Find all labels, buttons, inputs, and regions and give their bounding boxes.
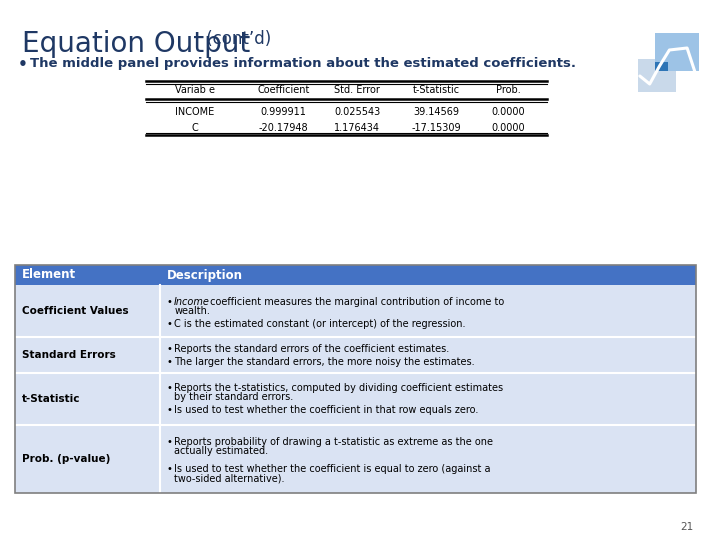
Text: -17.15309: -17.15309 [411,123,461,133]
Text: Coefficient: Coefficient [257,85,310,95]
Text: Reports the t-statistics, computed by dividing coefficient estimates: Reports the t-statistics, computed by di… [174,382,503,393]
Text: by their standard errors.: by their standard errors. [174,392,294,402]
Text: Standard Errors: Standard Errors [22,350,115,360]
Text: INCOME: INCOME [175,107,215,117]
Text: •: • [166,297,172,307]
Bar [15,265,696,493]
Text: t-Statistic: t-Statistic [22,394,80,404]
Bar [15,265,696,285]
Text: The middle panel provides information about the estimated coefficients.: The middle panel provides information ab… [30,57,575,70]
Text: The larger the standard errors, the more noisy the estimates.: The larger the standard errors, the more… [174,357,475,367]
Text: 21: 21 [680,522,694,532]
Text: •: • [166,319,172,329]
Text: •: • [166,406,172,415]
Bar [15,337,696,373]
Text: Std. Error: Std. Error [334,85,380,95]
Text: two-sided alternative).: two-sided alternative). [174,473,284,483]
Text: •: • [166,437,172,447]
Text: Income: Income [174,297,210,307]
Text: Variab e: Variab e [175,85,215,95]
Text: •: • [166,464,172,474]
Text: Prob. (p-value): Prob. (p-value) [22,454,110,464]
Bar [15,425,696,493]
Text: Is used to test whether the coefficient is equal to zero (against a: Is used to test whether the coefficient … [174,464,491,474]
Text: •: • [166,382,172,393]
Text: 1.176434: 1.176434 [334,123,380,133]
Bar [145,81,547,133]
Text: Element: Element [22,268,76,281]
Text: t-Statistic: t-Statistic [413,85,459,95]
Bar [655,62,668,71]
Text: Equation Output: Equation Output [22,30,250,58]
Bar [15,285,696,337]
Text: 39.14569: 39.14569 [413,107,459,117]
Text: 0.0000: 0.0000 [491,123,525,133]
Bar [15,373,696,425]
Text: C: C [192,123,198,133]
Text: -20.17948: -20.17948 [258,123,308,133]
Text: •: • [166,344,172,354]
Text: 0.025543: 0.025543 [334,107,380,117]
Bar [655,32,699,71]
Text: C is the estimated constant (or intercept) of the regression.: C is the estimated constant (or intercep… [174,319,466,329]
Text: 0.0000: 0.0000 [491,107,525,117]
Text: Reports probability of drawing a t-statistic as extreme as the one: Reports probability of drawing a t-stati… [174,437,493,447]
Text: Prob.: Prob. [495,85,521,95]
Text: actually estimated.: actually estimated. [174,446,269,456]
Text: wealth.: wealth. [174,306,210,316]
Text: (cont’d): (cont’d) [201,30,271,48]
Bar [638,58,675,92]
Text: 0.999911: 0.999911 [261,107,307,117]
Text: Is used to test whether the coefficient in that row equals zero.: Is used to test whether the coefficient … [174,406,479,415]
Text: Coefficient Values: Coefficient Values [22,306,128,316]
Text: •: • [18,57,27,72]
Text: Reports the standard errors of the coefficient estimates.: Reports the standard errors of the coeff… [174,344,449,354]
Text: Description: Description [167,268,243,281]
Text: coefficient measures the marginal contribution of income to: coefficient measures the marginal contri… [207,297,504,307]
Text: •: • [166,357,172,367]
